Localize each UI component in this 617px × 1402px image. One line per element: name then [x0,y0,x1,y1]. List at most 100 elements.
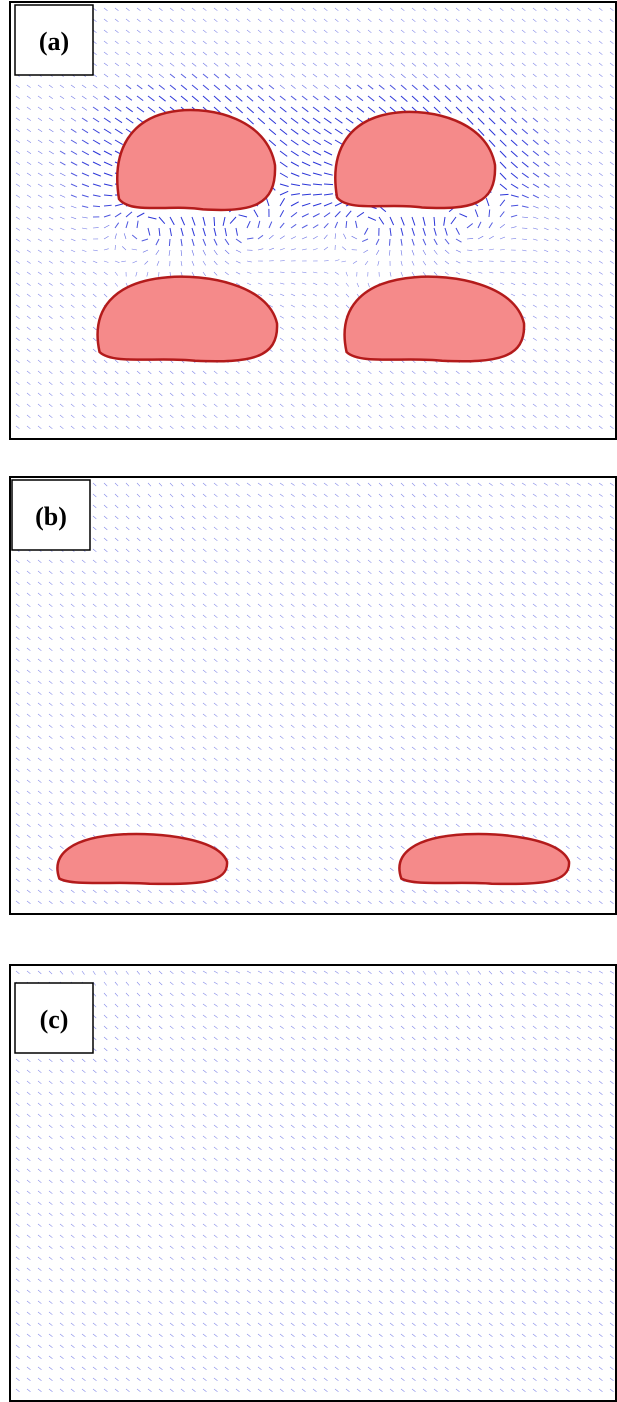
vector-arrow [60,1169,63,1172]
vector-arrow [247,637,250,640]
vector-arrow [610,780,614,783]
vector-arrow [247,1389,251,1392]
vector-arrow [247,1312,251,1315]
vector-arrow [247,516,251,519]
vector-arrow [71,725,74,728]
vector-arrow [60,560,63,563]
vector-arrow [599,151,603,154]
vector-arrow [500,52,503,55]
vector-arrow [368,30,371,33]
vector-arrow [82,1180,85,1183]
vector-arrow [489,637,493,640]
vector-arrow [137,758,140,761]
vector-arrow [93,1191,96,1194]
vector-arrow [588,261,592,263]
vector-arrow [27,769,30,772]
vector-arrow [489,681,493,684]
vector-arrow [170,648,173,651]
vector-arrow [27,1224,30,1227]
vector-arrow [280,692,283,695]
vector-arrow [49,1323,52,1326]
vector-arrow [203,615,206,618]
vector-arrow [522,305,526,307]
vector-arrow [93,129,100,133]
vector-arrow [511,272,515,273]
vector-arrow [159,516,162,519]
vector-arrow [434,415,437,418]
vector-arrow [599,140,603,143]
vector-arrow [126,1268,129,1271]
vector-arrow [49,1191,52,1194]
vector-arrow [423,516,426,519]
vector-arrow [71,890,75,893]
vector-arrow [390,382,393,385]
vector-arrow [445,538,448,541]
vector-arrow [115,213,121,217]
vector-arrow [115,769,118,772]
vector-arrow [423,802,427,805]
vector-arrow [137,692,140,695]
vector-arrow [533,659,537,662]
vector-arrow [346,63,350,66]
vector-arrow [291,96,296,100]
vector-arrow [82,1169,85,1172]
vector-arrow [225,19,228,22]
vector-arrow [137,527,140,530]
vector-arrow [599,483,603,486]
vector-arrow [225,96,231,102]
vector-arrow [544,206,549,208]
vector-arrow [357,404,360,407]
vector-arrow [389,250,390,256]
vector-arrow [302,151,310,155]
vector-arrow [126,971,129,975]
vector-arrow [269,835,273,838]
vector-arrow [159,648,162,651]
vector-arrow [522,393,526,396]
vector-arrow [104,30,108,33]
vector-arrow [313,890,317,893]
vector-arrow [115,41,119,44]
vector-arrow [104,41,108,44]
vector-arrow [225,1037,229,1040]
vector-arrow [313,349,317,352]
vector-arrow [60,791,63,794]
vector-arrow [467,813,471,816]
vector-arrow [401,901,405,904]
vector-arrow [610,604,614,607]
vector-arrow [159,780,162,783]
vector-arrow [126,1048,129,1051]
vector-arrow [181,1312,185,1315]
vector-arrow [346,118,353,123]
vector-arrow [225,769,228,772]
vector-arrow [159,971,162,974]
vector-arrow [533,283,537,285]
vector-arrow [115,404,118,407]
vector-arrow [269,1092,273,1095]
vector-arrow [71,758,74,761]
vector-arrow [137,1125,140,1128]
vector-arrow [313,225,318,228]
vector-arrow [60,670,63,673]
vector-arrow [137,1334,141,1337]
vector-arrow [137,213,144,217]
vector-arrow [137,681,140,684]
vector-arrow [577,846,581,849]
vector-arrow [335,294,338,297]
vector-arrow [93,505,96,508]
vector-arrow [599,758,603,761]
vector-arrow [291,371,295,374]
vector-arrow [313,316,317,319]
vector-arrow [544,371,548,374]
vector-arrow [27,338,31,341]
vector-arrow [280,901,284,904]
vector-arrow [93,901,97,904]
vector-arrow [412,261,414,266]
vector-arrow [49,725,52,728]
vector-arrow [170,615,173,618]
vector-arrow [159,1279,162,1282]
vector-arrow [115,30,119,33]
vector-arrow [577,516,581,519]
vector-arrow [434,74,439,78]
vector-arrow [324,338,328,341]
vector-arrow [137,85,142,89]
